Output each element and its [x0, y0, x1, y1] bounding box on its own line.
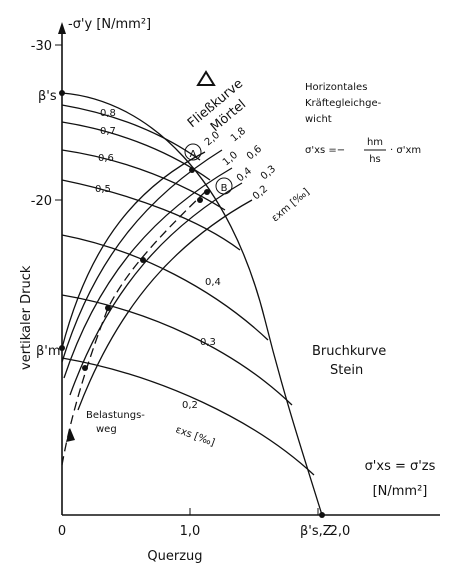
point	[59, 345, 65, 351]
point	[197, 197, 203, 203]
exm-unit: εxm [‰]	[270, 187, 312, 225]
point	[140, 257, 146, 263]
circle-a	[184, 143, 202, 161]
fracture-curve	[61, 92, 323, 516]
load-label: weg	[96, 424, 117, 435]
exm-curve	[77, 199, 253, 411]
exm-label: 0,4	[235, 166, 254, 185]
exs-label: 0,4	[205, 277, 221, 288]
exs-curve	[61, 234, 269, 341]
formula: hm	[367, 137, 383, 148]
point-label: B	[221, 183, 228, 194]
point	[319, 512, 325, 518]
fracture-label: Bruchkurve	[312, 344, 386, 359]
curves	[59, 70, 325, 518]
note-line: Horizontales	[305, 82, 367, 93]
x-unit: [N/mm²]	[373, 484, 428, 499]
exs-label: 0,2	[182, 400, 198, 411]
exm-label: 0,3	[259, 164, 278, 183]
exm-label: 0,2	[251, 184, 270, 203]
exs-label: 0,7	[100, 126, 116, 137]
y-tick: -20	[31, 194, 52, 209]
exs-label: 0,3	[200, 337, 216, 348]
point-label: A	[190, 149, 197, 160]
note-line: wicht	[305, 114, 332, 125]
formula: hs	[369, 154, 381, 165]
axes	[55, 22, 440, 516]
x-tick: 2,0	[330, 524, 351, 539]
y-tick: -30	[31, 39, 52, 54]
exm-label: 0,6	[245, 144, 264, 163]
point-label: β's	[38, 89, 57, 104]
point	[105, 305, 111, 311]
exm-label: 1,8	[229, 126, 248, 145]
exs-unit: εxs [‰]	[174, 424, 216, 448]
exs-curve	[61, 294, 293, 406]
exm-curve	[63, 167, 233, 379]
point	[204, 189, 210, 195]
exs-label: 0,6	[98, 153, 114, 164]
exm-label: 1,0	[221, 150, 240, 169]
fracture-label: Stein	[330, 363, 363, 378]
formula: σ'xs =−	[305, 145, 345, 156]
point-label: β'm	[36, 344, 61, 359]
load-label: Belastungs-	[86, 410, 145, 421]
note-line: Kräftegleichge-	[305, 98, 382, 109]
load-arrow	[66, 428, 75, 442]
point	[82, 365, 88, 371]
point	[59, 90, 65, 96]
flow-curve	[61, 151, 206, 349]
exs-curve	[61, 149, 226, 211]
exs-curve	[61, 179, 241, 251]
load-path	[61, 191, 206, 466]
exs-label: 0,8	[100, 108, 116, 119]
exs-curve	[61, 357, 315, 476]
formula: · σ'xm	[390, 145, 421, 156]
exs-label: 0,5	[95, 184, 111, 195]
point	[189, 167, 195, 173]
x-unit-label: σ'xs = σ'zs	[365, 459, 436, 474]
exs-curve	[61, 121, 211, 181]
triangle	[196, 70, 216, 86]
circle-b	[215, 177, 233, 195]
x-label: Querzug	[147, 549, 202, 564]
x-tick: 0	[58, 524, 66, 539]
exm-curve	[69, 182, 243, 396]
y-label: -σ'y [N/mm²]	[68, 17, 151, 32]
point-label: β's,Z	[300, 524, 332, 539]
exs-curve	[61, 104, 201, 161]
y-side-label: vertikaler Druck	[19, 265, 34, 370]
x-tick: 1,0	[180, 524, 201, 539]
exm-curve	[61, 149, 223, 363]
y-arrow	[58, 22, 66, 34]
